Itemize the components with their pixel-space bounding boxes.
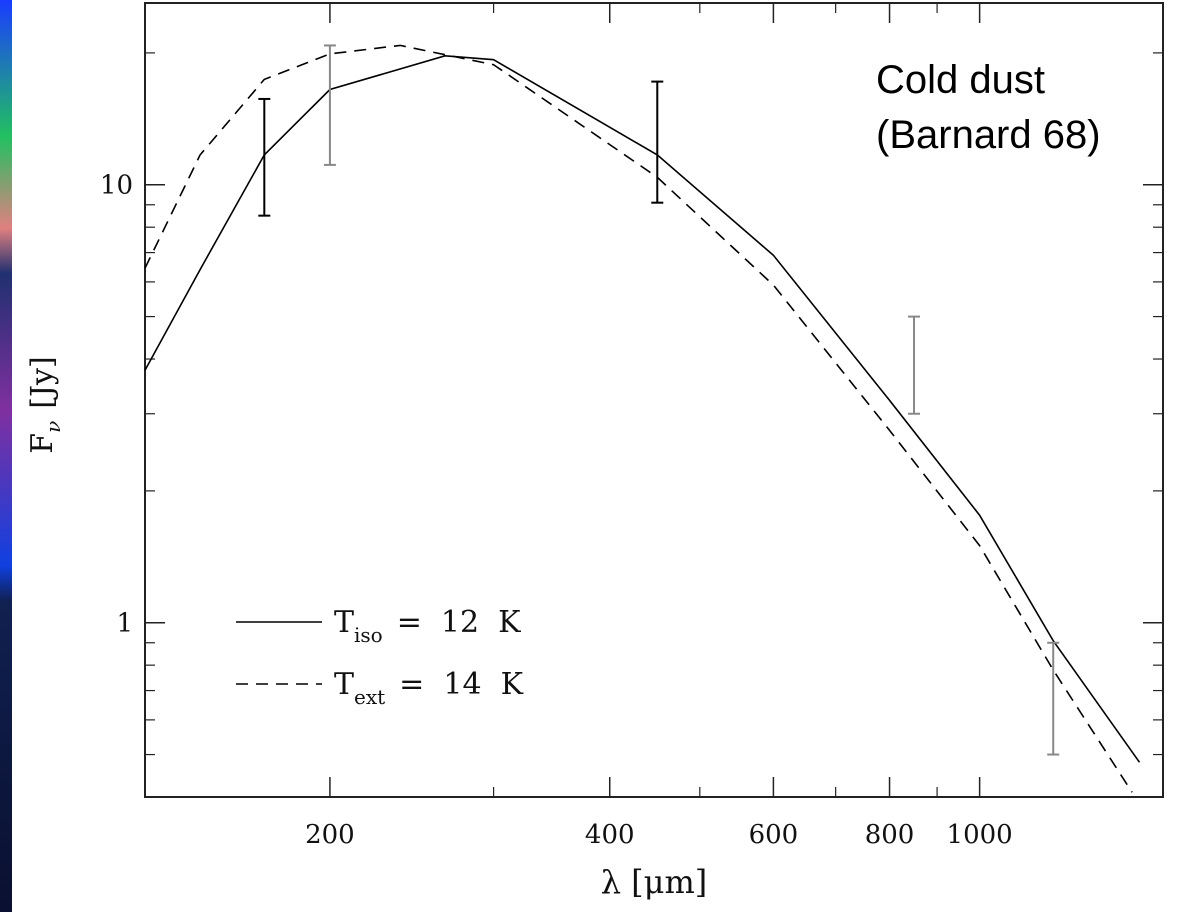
x-tick-label: 1000: [947, 820, 1013, 850]
x-tick-label: 400: [585, 820, 635, 850]
y-tick-label: 1: [116, 609, 133, 639]
legend-label: Tiso = 12 K: [334, 605, 521, 647]
legend-label: Text = 14 K: [334, 667, 524, 709]
series-line: [144, 54, 1141, 763]
legend-sub: ext: [354, 685, 385, 709]
x-tick-label: 200: [305, 820, 355, 850]
legend-name: T: [334, 667, 354, 702]
x-tick-label: 600: [749, 820, 799, 850]
x-tick-label: 800: [865, 820, 915, 850]
annotation: Cold dust: [876, 58, 1045, 102]
x-axis-label: λ [μm]: [601, 863, 708, 901]
error-bar: [1047, 641, 1060, 756]
y-tick-label: 10: [100, 171, 133, 201]
plot-frame: [144, 2, 1164, 798]
annotation: (Barnard 68): [876, 113, 1101, 157]
error-bar: [258, 97, 271, 217]
image-strip: [0, 0, 12, 912]
error-bar: [651, 80, 664, 204]
series-line: [144, 44, 1133, 793]
legend-name: T: [334, 605, 354, 640]
legend-suffix: = 14 K: [399, 667, 523, 702]
svg-text:Fν[Jy]: Fν[Jy]: [25, 356, 65, 453]
legend-suffix: = 12 K: [397, 605, 521, 640]
y-axis-label: Fν[Jy]: [25, 356, 65, 453]
error-bar: [908, 315, 921, 415]
legend-sub: iso: [354, 623, 383, 647]
error-bar: [323, 44, 336, 166]
